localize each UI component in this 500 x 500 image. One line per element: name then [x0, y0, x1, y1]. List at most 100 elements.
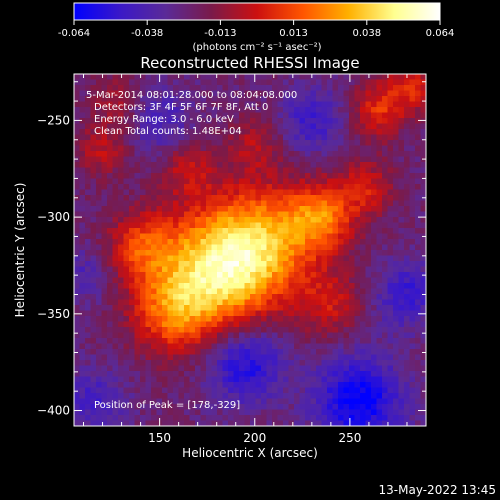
heatmap-cell — [255, 398, 262, 405]
heatmap-cell — [277, 365, 284, 372]
heatmap-cell — [343, 189, 350, 196]
heatmap-cell — [310, 332, 317, 339]
heatmap-cell — [299, 393, 306, 400]
heatmap-cell — [283, 129, 290, 136]
heatmap-cell — [305, 178, 312, 185]
heatmap-cell — [85, 217, 92, 224]
heatmap-cell — [167, 101, 174, 108]
annotation-line: 5-Mar-2014 08:01:28.000 to 08:04:08.000 — [86, 90, 297, 101]
heatmap-cell — [294, 222, 301, 229]
heatmap-cell — [112, 338, 119, 345]
heatmap-cell — [338, 387, 345, 394]
heatmap-cell — [272, 112, 279, 119]
heatmap-cell — [409, 85, 416, 92]
heatmap-cell — [371, 101, 378, 108]
heatmap-cell — [316, 360, 323, 367]
heatmap-cell — [200, 338, 207, 345]
heatmap-cell — [233, 228, 240, 235]
heatmap-cell — [195, 294, 202, 301]
heatmap-cell — [134, 118, 141, 125]
heatmap-cell — [74, 244, 81, 251]
heatmap-cell — [349, 156, 356, 163]
heatmap-cell — [162, 85, 169, 92]
heatmap-cell — [140, 404, 147, 411]
heatmap-cell — [387, 233, 394, 240]
heatmap-cell — [343, 415, 350, 422]
heatmap-cell — [327, 398, 334, 405]
heatmap-cell — [387, 404, 394, 411]
heatmap-cell — [360, 316, 367, 323]
heatmap-cell — [167, 409, 174, 416]
heatmap-cell — [195, 316, 202, 323]
heatmap-cell — [409, 360, 416, 367]
heatmap-cell — [189, 294, 196, 301]
heatmap-cell — [299, 134, 306, 141]
heatmap-cell — [162, 310, 169, 317]
heatmap-cell — [151, 283, 158, 290]
heatmap-cell — [321, 398, 328, 405]
heatmap-cell — [316, 162, 323, 169]
heatmap-cell — [332, 316, 339, 323]
heatmap-cell — [288, 129, 295, 136]
heatmap-cell — [420, 140, 426, 147]
heatmap-cell — [134, 266, 141, 273]
heatmap-cell — [184, 195, 191, 202]
heatmap-cell — [415, 151, 422, 158]
heatmap-cell — [228, 354, 235, 361]
heatmap-cell — [310, 387, 317, 394]
heatmap-cell — [112, 261, 119, 268]
heatmap-cell — [360, 338, 367, 345]
heatmap-cell — [167, 277, 174, 284]
heatmap-cell — [283, 288, 290, 295]
heatmap-cell — [343, 145, 350, 152]
heatmap-cell — [151, 360, 158, 367]
heatmap-cell — [145, 349, 152, 356]
heatmap-cell — [222, 382, 229, 389]
heatmap-cell — [162, 393, 169, 400]
heatmap-cell — [404, 239, 411, 246]
heatmap-cell — [151, 365, 158, 372]
heatmap-cell — [409, 272, 416, 279]
heatmap-cell — [228, 316, 235, 323]
heatmap-cell — [327, 332, 334, 339]
heatmap-cell — [261, 244, 268, 251]
heatmap-cell — [228, 343, 235, 350]
heatmap-cell — [200, 189, 207, 196]
heatmap-cell — [217, 321, 224, 328]
heatmap-cell — [233, 338, 240, 345]
heatmap-cell — [228, 277, 235, 284]
heatmap-cell — [140, 288, 147, 295]
heatmap-cell — [338, 354, 345, 361]
heatmap-cell — [244, 189, 251, 196]
heatmap-cell — [415, 277, 422, 284]
heatmap-cell — [261, 178, 268, 185]
heatmap-cell — [382, 299, 389, 306]
heatmap-cell — [316, 244, 323, 251]
heatmap-cell — [255, 332, 262, 339]
heatmap-cell — [338, 79, 345, 86]
heatmap-cell — [173, 338, 180, 345]
heatmap-cell — [123, 156, 130, 163]
heatmap-cell — [239, 156, 246, 163]
heatmap-cell — [415, 354, 422, 361]
heatmap-cell — [398, 90, 405, 97]
heatmap-cell — [129, 200, 136, 207]
heatmap-cell — [266, 233, 273, 240]
heatmap-cell — [299, 244, 306, 251]
heatmap-cell — [415, 200, 422, 207]
heatmap-cell — [85, 321, 92, 328]
heatmap-cell — [200, 239, 207, 246]
heatmap-cell — [156, 222, 163, 229]
heatmap-cell — [310, 118, 317, 125]
heatmap-cell — [332, 393, 339, 400]
heatmap-cell — [371, 343, 378, 350]
heatmap-cell — [101, 272, 108, 279]
heatmap-cell — [261, 211, 268, 218]
heatmap-cell — [167, 387, 174, 394]
heatmap-cell — [415, 184, 422, 191]
heatmap-cell — [371, 288, 378, 295]
heatmap-cell — [376, 184, 383, 191]
heatmap-cell — [112, 393, 119, 400]
heatmap-cell — [239, 382, 246, 389]
heatmap-cell — [206, 178, 213, 185]
